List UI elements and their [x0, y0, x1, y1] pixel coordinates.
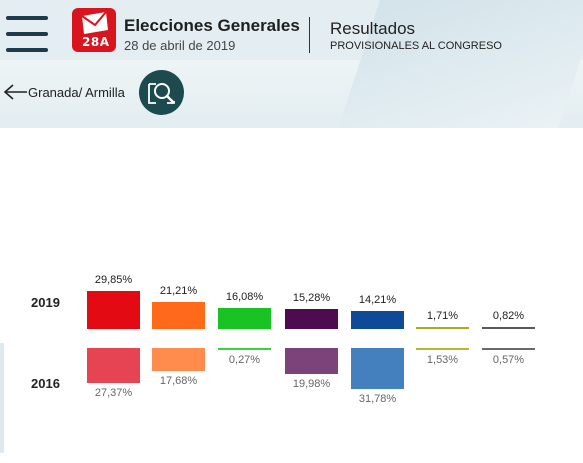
results-subtitle: PROVISIONALES AL CONGRESO — [330, 40, 502, 52]
bar-2016-5 — [416, 348, 469, 350]
bar-2019-6 — [482, 327, 535, 329]
breadcrumb-location: Granada/ Armilla — [28, 84, 125, 100]
bar-2019-5 — [416, 327, 469, 329]
pct-2016-3: 19,98% — [292, 377, 331, 390]
year-label-2019: 2019 — [31, 295, 60, 310]
pct-2016-1: 17,68% — [159, 374, 198, 387]
search-location-icon — [148, 83, 175, 104]
results-panel: 2019 2016 29,85% 27,37% 21,21% 17,68% 16,08%… — [0, 128, 583, 463]
bar-2019-0 — [87, 290, 140, 329]
pct-2019-1: 21,21% — [159, 284, 198, 297]
hamburger-menu-icon[interactable] — [6, 15, 48, 53]
pct-2019-3: 15,28% — [292, 292, 331, 305]
year-label-2016: 2016 — [31, 376, 60, 391]
pct-2016-2: 0,27% — [228, 354, 261, 366]
header-divider — [309, 17, 310, 53]
pct-2016-0: 27,37% — [94, 387, 133, 400]
bar-2016-2 — [218, 348, 271, 350]
pct-2016-6: 0,57% — [492, 354, 525, 366]
bar-2019-3 — [285, 309, 338, 329]
results-title: Resultados — [330, 19, 416, 38]
header: 28A Elecciones Generales 28 de abril de … — [0, 0, 583, 128]
envelope-icon — [81, 11, 108, 34]
back-link[interactable]: Granada/ Armilla — [2, 82, 125, 102]
elections-logo: 28A — [72, 8, 116, 52]
pct-2019-0: 29,85% — [94, 273, 133, 286]
panel-edge — [0, 343, 4, 453]
bar-2019-4 — [351, 310, 404, 329]
arrow-left-icon — [3, 84, 27, 100]
pct-2016-5: 1,53% — [426, 354, 459, 366]
logo-label: 28A — [82, 35, 110, 49]
bar-2016-0 — [87, 348, 140, 384]
election-date: 28 de abril de 2019 — [124, 38, 236, 53]
page-title: Elecciones Generales — [124, 16, 300, 35]
bar-2016-6 — [482, 348, 535, 350]
bar-2016-1 — [152, 348, 205, 371]
pct-2019-4: 14,21% — [358, 293, 397, 306]
bar-2016-4 — [351, 348, 404, 389]
bar-2019-1 — [152, 301, 205, 329]
bar-2016-3 — [285, 348, 338, 374]
search-location-button[interactable] — [139, 70, 184, 115]
pct-2016-4: 31,78% — [358, 392, 397, 405]
bar-2019-2 — [218, 308, 271, 329]
pct-2019-5: 1,71% — [426, 310, 459, 322]
pct-2019-6: 0,82% — [492, 310, 525, 322]
pct-2019-2: 16,08% — [225, 291, 264, 304]
